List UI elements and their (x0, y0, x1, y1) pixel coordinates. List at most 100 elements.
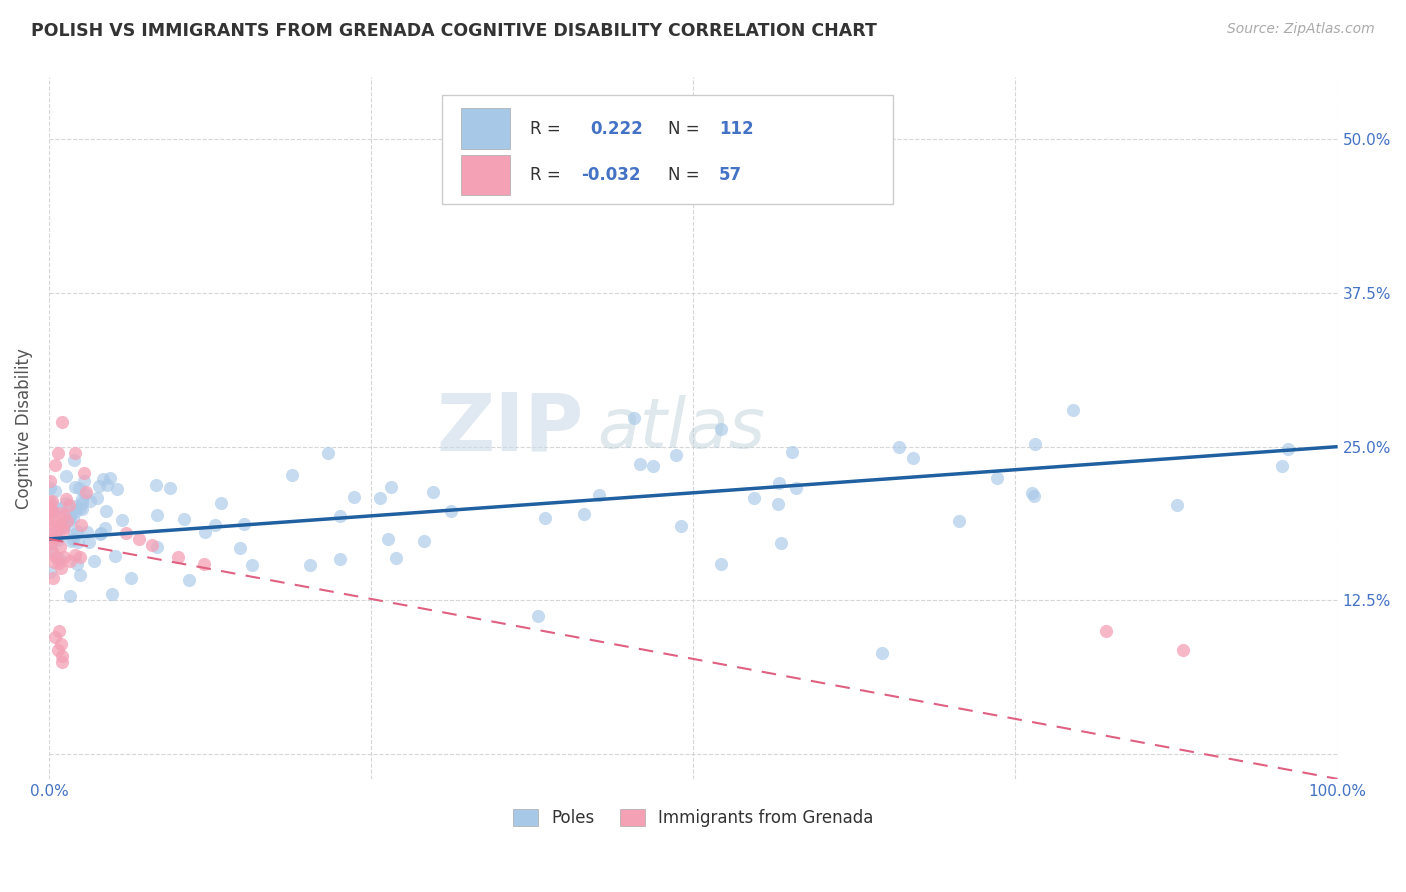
Point (440, 504, 463, 518)
Point (534, 510, 557, 524)
Point (242, 558, 264, 572)
Point (48, 516, 70, 531)
Point (49, 506, 72, 520)
Point (115, 525, 138, 540)
Point (63, 548, 86, 562)
Point (73, 487, 96, 501)
Point (422, 485, 444, 500)
Point (42, 531, 65, 545)
Point (52, 516, 75, 531)
Point (179, 574, 201, 588)
Point (67, 481, 90, 495)
Point (41, 503, 63, 517)
Text: 0.222: 0.222 (591, 120, 643, 137)
Point (79, 493, 101, 508)
Point (986, 471, 1008, 485)
Point (42, 555, 65, 569)
Point (66, 558, 89, 572)
Point (96, 478, 118, 492)
Point (104, 549, 127, 563)
Point (48, 540, 70, 554)
Point (55, 491, 77, 506)
Point (42, 498, 65, 512)
Point (39, 474, 62, 488)
Point (145, 478, 167, 492)
Point (769, 535, 792, 549)
Point (55, 496, 77, 510)
Point (903, 450, 925, 465)
Point (380, 480, 402, 494)
Y-axis label: Cognitive Disability: Cognitive Disability (15, 348, 32, 508)
Point (343, 490, 366, 504)
Text: N =: N = (668, 166, 699, 184)
Point (39, 495, 62, 509)
Point (204, 518, 226, 533)
Point (41, 503, 63, 517)
Point (233, 516, 256, 531)
Point (69, 550, 91, 565)
Point (628, 457, 651, 471)
Point (46, 446, 69, 460)
Point (65, 503, 87, 517)
Point (44, 458, 66, 472)
Text: 112: 112 (718, 120, 754, 137)
Point (588, 488, 610, 502)
Point (299, 558, 322, 572)
Point (1277, 442, 1299, 456)
Point (39, 481, 62, 495)
Point (159, 481, 181, 495)
Point (44, 531, 66, 545)
Point (377, 532, 399, 546)
Point (39, 565, 62, 579)
Point (53, 550, 76, 565)
FancyBboxPatch shape (461, 154, 510, 195)
Point (48, 551, 70, 566)
Point (86, 491, 108, 505)
Point (58, 499, 80, 513)
Point (128, 532, 150, 546)
Point (98, 471, 121, 485)
Point (53, 508, 76, 523)
Point (1021, 486, 1043, 500)
Point (41, 526, 63, 541)
Point (49, 561, 72, 575)
Point (52, 520, 75, 534)
Point (948, 514, 970, 528)
Text: atlas: atlas (596, 394, 765, 462)
Point (1062, 402, 1084, 417)
Point (166, 550, 188, 565)
Point (1171, 642, 1194, 657)
Point (39, 537, 62, 551)
Point (111, 512, 134, 526)
Point (100, 587, 122, 601)
Point (41, 571, 63, 585)
Point (91, 472, 114, 486)
Point (42, 512, 65, 526)
Point (76, 524, 98, 539)
Point (58, 514, 80, 528)
Point (385, 551, 408, 566)
Point (39, 532, 62, 546)
FancyBboxPatch shape (461, 108, 510, 149)
Point (96, 504, 118, 518)
Point (52, 523, 75, 537)
Point (105, 482, 128, 496)
Point (527, 608, 550, 623)
Point (1094, 624, 1116, 639)
Point (56, 514, 79, 528)
Point (41, 544, 63, 558)
Point (780, 445, 803, 459)
Point (768, 475, 790, 490)
Point (41, 530, 63, 544)
Point (39, 517, 62, 532)
Legend: Poles, Immigrants from Grenada: Poles, Immigrants from Grenada (506, 802, 880, 834)
Point (669, 519, 692, 533)
Point (67, 534, 90, 549)
Text: ZIP: ZIP (436, 389, 583, 467)
Point (45, 549, 67, 564)
Text: -0.032: -0.032 (581, 166, 641, 184)
Point (51, 648, 73, 663)
Point (665, 448, 688, 462)
Point (55, 469, 77, 483)
Point (59, 508, 82, 522)
